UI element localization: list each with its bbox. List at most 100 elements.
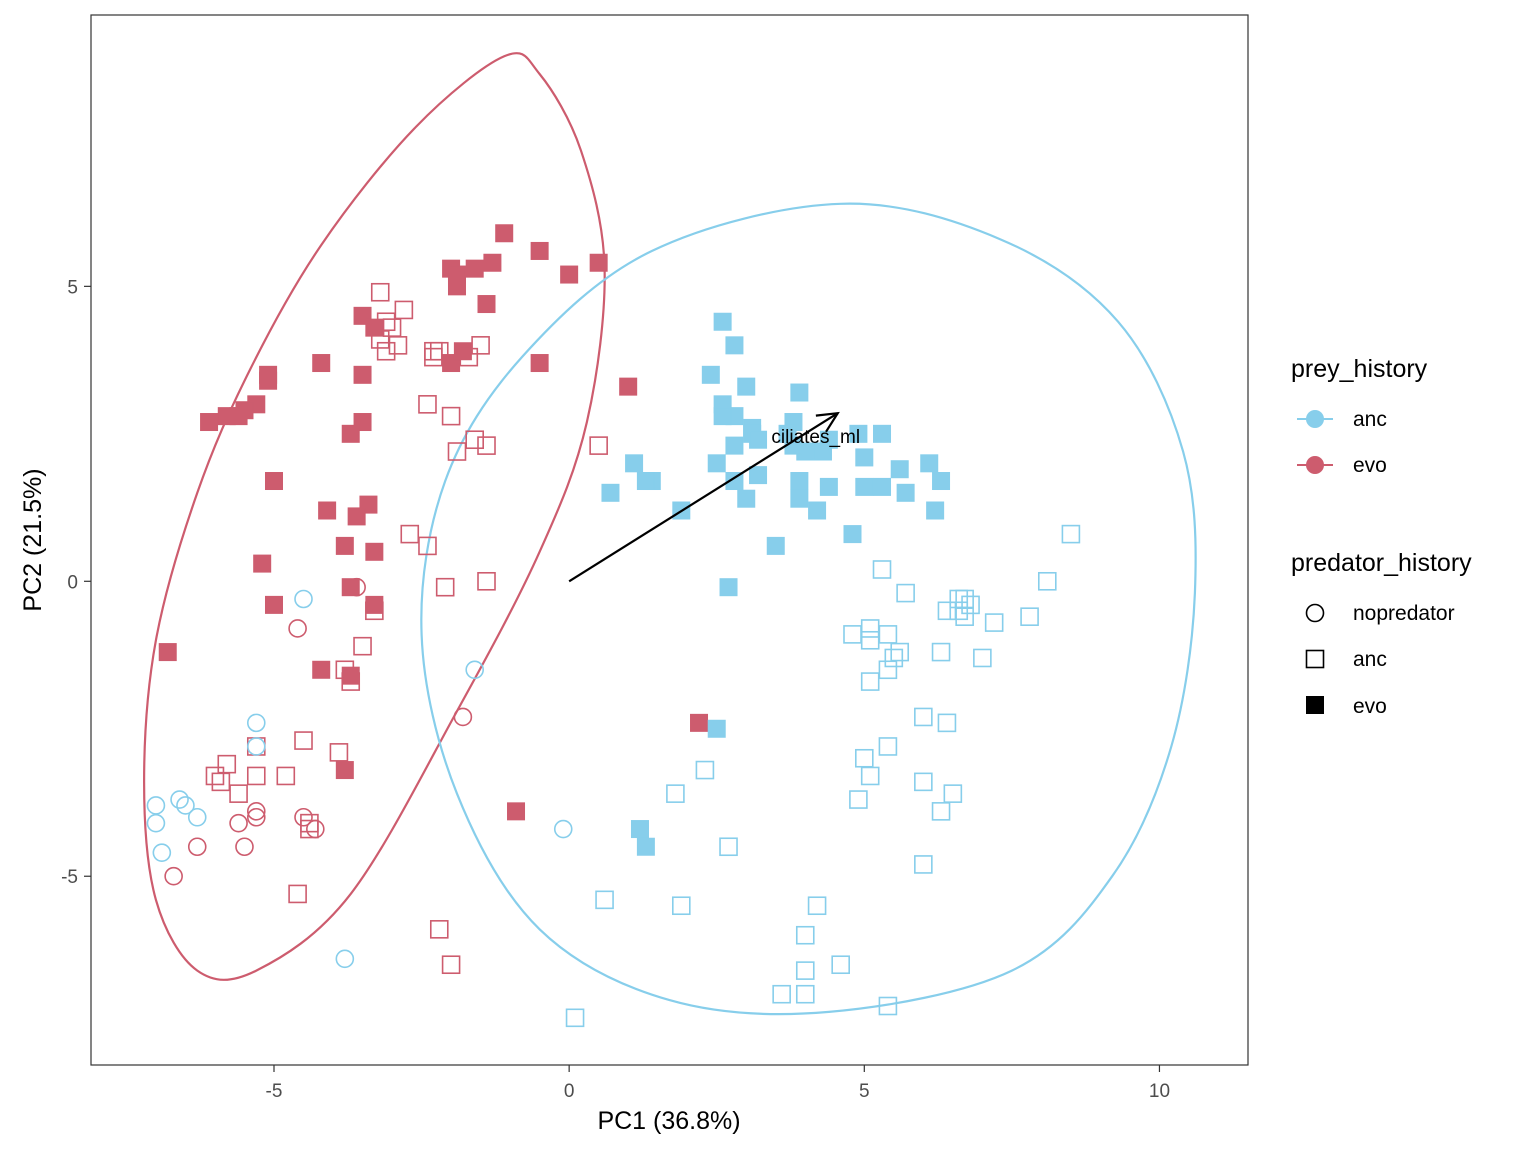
point-evo-nopredator [347, 577, 366, 597]
point-evo-anc [477, 436, 496, 455]
point-evo-evo [530, 354, 549, 373]
point-anc-evo [855, 448, 874, 467]
y-tick-label: -5 [61, 867, 78, 888]
point-anc-nopredator [176, 796, 195, 815]
point-anc-evo [725, 436, 744, 455]
point-anc-anc [973, 648, 992, 668]
legend-item-nopredator: nopredator [1305, 602, 1455, 625]
point-anc-evo [808, 501, 827, 520]
point-evo-anc [335, 660, 355, 680]
point-evo-anc [276, 766, 296, 786]
point-anc-anc [872, 560, 892, 579]
point-anc-anc [860, 672, 880, 691]
ellipse-evo [142, 52, 606, 981]
point-evo-anc [353, 636, 372, 656]
point-evo-anc [465, 430, 484, 450]
legend-anc-swatch [1306, 410, 1324, 428]
legend-item-evo: evo [1297, 454, 1387, 477]
point-evo-nopredator [288, 619, 307, 638]
point-anc-evo [749, 430, 768, 449]
y-axis: -5 0 5 [61, 277, 91, 888]
point-anc-anc [937, 713, 957, 733]
point-anc-anc [878, 660, 898, 680]
point-evo-evo [341, 424, 360, 443]
point-evo-nopredator [187, 837, 207, 857]
point-evo-anc [447, 442, 467, 461]
point-evo-anc [376, 341, 396, 361]
point-evo-anc [329, 743, 349, 762]
point-anc-evo [890, 460, 909, 479]
plot-panel [90, 14, 1249, 1066]
legend-item-predator-anc: anc [1305, 648, 1387, 671]
point-evo-anc [429, 920, 449, 939]
y-tick-label: 5 [67, 277, 78, 298]
point-evo-evo [341, 666, 360, 685]
point-anc-anc [565, 1008, 585, 1028]
point-evo-anc [441, 406, 461, 426]
point-evo-anc [365, 601, 384, 621]
point-anc-evo [920, 454, 939, 473]
point-evo-evo [365, 595, 384, 614]
point-anc-evo [601, 483, 620, 502]
point-anc-nopredator [246, 713, 266, 733]
point-anc-anc [666, 784, 685, 803]
point-evo-evo [200, 413, 219, 432]
point-evo-anc [341, 672, 361, 691]
point-evo-evo [495, 224, 514, 243]
point-evo-anc [229, 784, 248, 803]
point-evo-evo [312, 660, 331, 679]
point-anc-nopredator [152, 843, 172, 862]
point-anc-evo [855, 477, 874, 496]
point-anc-nopredator [170, 790, 189, 809]
point-anc-evo [749, 466, 768, 485]
point-anc-evo [766, 536, 785, 555]
legend-evo-label: evo [1353, 454, 1387, 477]
loading-label: ciliates_ml [771, 427, 860, 448]
point-anc-anc [914, 855, 933, 874]
legend-prey-title: prey_history [1291, 355, 1428, 383]
point-anc-anc [795, 925, 815, 945]
point-evo-nopredator [294, 807, 313, 827]
point-anc-anc [860, 766, 880, 786]
legend-nopredator-label: nopredator [1353, 602, 1455, 625]
point-anc-anc [795, 984, 815, 1004]
x-axis-title: PC1 (36.8%) [597, 1107, 740, 1135]
point-anc-nopredator [335, 949, 355, 969]
y-tick-label: 0 [67, 572, 78, 593]
point-anc-evo [630, 820, 649, 839]
point-evo-evo [465, 259, 484, 278]
point-evo-anc [370, 282, 390, 302]
point-anc-evo [725, 472, 744, 491]
point-anc-anc [961, 595, 980, 615]
data-points [146, 224, 1081, 1028]
point-anc-anc [1037, 571, 1057, 591]
point-anc-evo [813, 442, 832, 461]
point-anc-anc [914, 707, 933, 727]
point-evo-anc [418, 395, 437, 414]
point-anc-evo [707, 719, 726, 738]
point-anc-evo [790, 489, 809, 508]
ellipse-anc [420, 202, 1197, 1016]
point-anc-evo [707, 454, 726, 473]
point-evo-nopredator [453, 707, 473, 727]
point-anc-evo [926, 501, 945, 520]
point-evo-evo [507, 802, 526, 821]
legend-anc-label: anc [1353, 408, 1387, 431]
point-anc-evo [636, 837, 655, 856]
point-evo-evo [335, 761, 354, 780]
point-anc-anc [1061, 524, 1081, 544]
x-axis: -5 0 5 10 [266, 1065, 1170, 1102]
point-evo-anc [418, 536, 437, 556]
point-evo-anc [471, 336, 490, 355]
point-anc-anc [849, 790, 868, 809]
point-anc-anc [931, 642, 951, 662]
point-anc-evo [849, 424, 868, 443]
point-evo-nopredator [164, 866, 183, 886]
point-anc-anc [890, 642, 910, 662]
point-anc-nopredator [465, 660, 484, 680]
x-tick-label: 0 [564, 1081, 575, 1102]
point-anc-evo [737, 489, 756, 508]
point-anc-anc [719, 837, 738, 857]
point-evo-anc [429, 341, 449, 361]
point-evo-evo [477, 295, 496, 314]
